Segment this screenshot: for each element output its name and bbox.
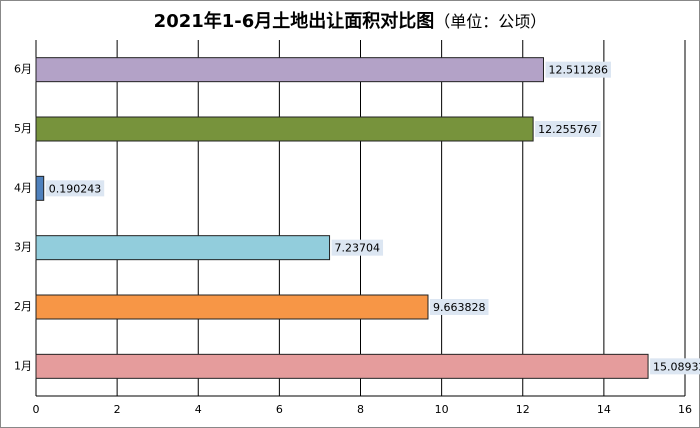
x-tick-label: 16 <box>678 403 692 416</box>
data-label: 15.089329 <box>653 360 700 373</box>
x-tick-label: 2 <box>114 403 121 416</box>
data-label: 0.190243 <box>49 182 102 195</box>
data-label-bg <box>650 358 700 375</box>
data-label: 12.511286 <box>548 64 608 77</box>
x-tick-label: 0 <box>33 403 40 416</box>
x-tick-label: 10 <box>435 403 449 416</box>
y-tick-label: 6月 <box>14 63 32 76</box>
bar <box>35 294 429 320</box>
data-label-bg <box>45 180 105 197</box>
x-tick-label: 8 <box>357 403 364 416</box>
x-tick-label: 4 <box>195 403 202 416</box>
y-tick-label: 2月 <box>14 300 32 313</box>
data-label: 9.663828 <box>433 301 486 314</box>
y-tick-label: 4月 <box>14 181 32 194</box>
data-label-bg <box>331 239 384 256</box>
data-label-bg <box>545 61 611 78</box>
bar <box>35 353 649 379</box>
title-main: 2021年1-6月土地出让面积对比图 <box>154 10 435 32</box>
bar <box>35 175 45 201</box>
data-label: 7.23704 <box>335 242 381 255</box>
x-tick-label: 14 <box>597 403 611 416</box>
bar <box>35 57 544 83</box>
title-unit: （单位：公顷） <box>434 12 546 31</box>
data-label: 12.255767 <box>538 123 598 136</box>
data-label-bg <box>535 121 601 137</box>
y-tick-label: 1月 <box>14 359 32 372</box>
x-tick-label: 12 <box>516 403 530 416</box>
chart-title: 2021年1-6月土地出让面积对比图（单位：公顷） <box>154 10 547 32</box>
x-tick-label: 6 <box>276 403 283 416</box>
y-tick-label: 3月 <box>14 241 32 254</box>
bar <box>35 235 331 261</box>
y-tick-label: 5月 <box>14 122 32 135</box>
data-label-bg <box>429 299 489 315</box>
bar <box>35 116 534 142</box>
